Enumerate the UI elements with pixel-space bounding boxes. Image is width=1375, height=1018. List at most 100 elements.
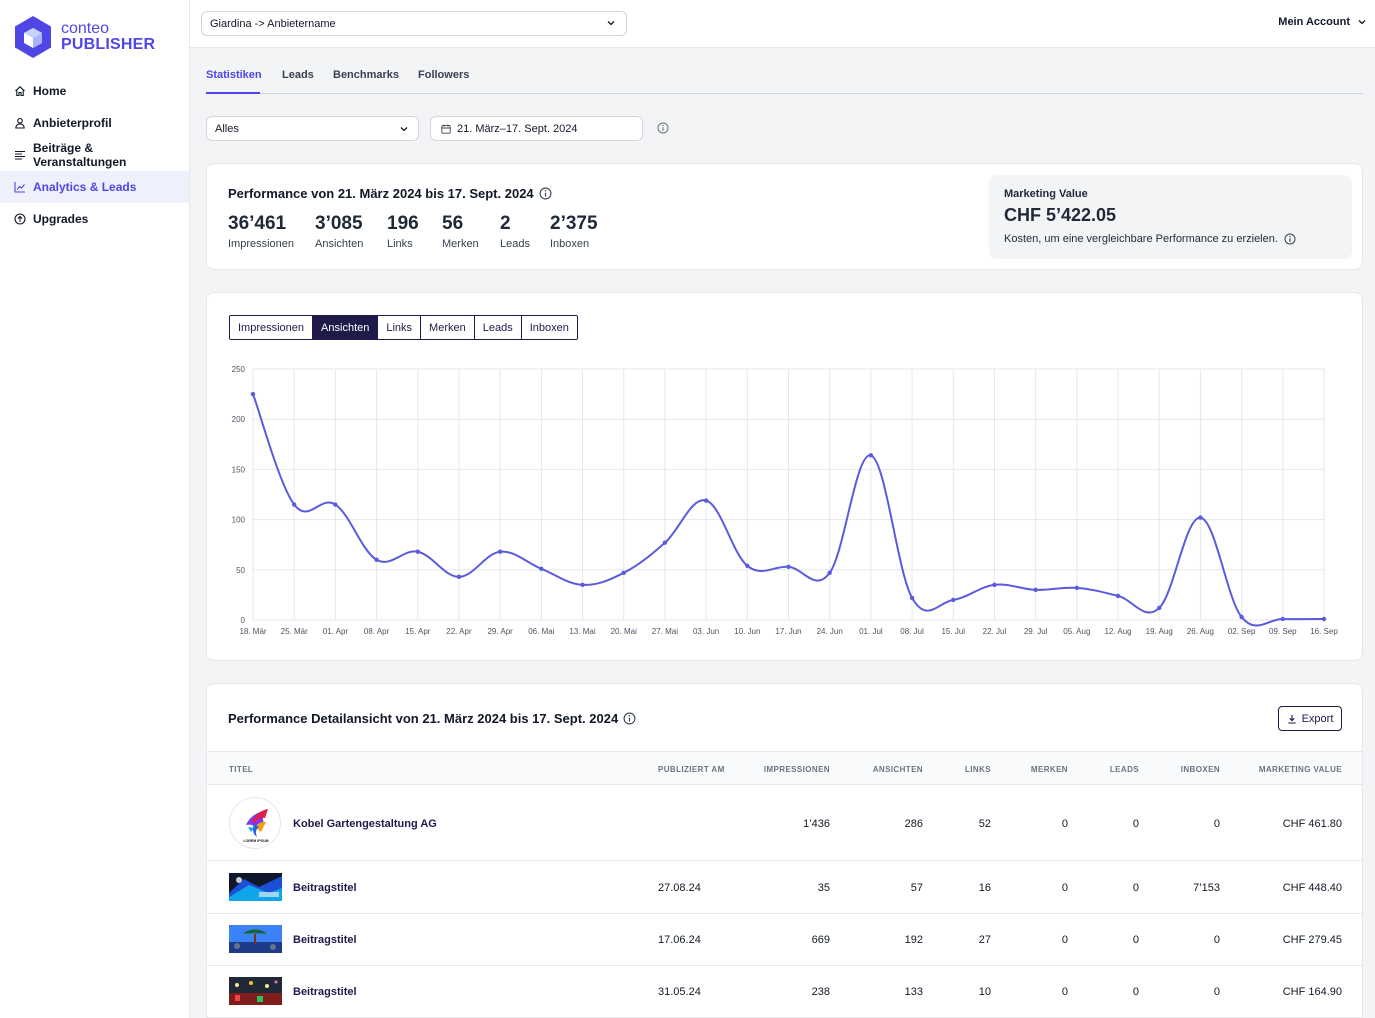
type-filter-select[interactable]: Alles [206, 116, 419, 141]
sidebar-item-home[interactable]: Home [0, 75, 189, 107]
table-row[interactable]: Beitragstitel 31.05.24 238 133 10 0 0 0 … [207, 966, 1362, 1018]
metric-tab-leads[interactable]: Leads [474, 316, 522, 339]
metric-tab-inboxen[interactable]: Inboxen [521, 316, 577, 339]
column-header-merken[interactable]: MERKEN [1030, 765, 1068, 774]
stat-inboxen: 2’375 Inboxen [550, 212, 598, 250]
column-header-impressionen[interactable]: IMPRESSIONEN [763, 765, 830, 774]
row-title[interactable]: Beitragstitel [293, 934, 357, 946]
x-tick-label: 27. Mai [652, 627, 678, 636]
table-row[interactable]: Beitragstitel 27.08.24 35 57 16 0 0 7’15… [207, 862, 1362, 914]
row-marketing-value: CHF 279.45 [1282, 934, 1342, 946]
chevron-down-icon [400, 127, 408, 132]
conteo-publisher-logo[interactable]: conteo PUBLISHER [14, 15, 184, 59]
info-icon[interactable] [623, 712, 636, 725]
type-filter-value: Alles [215, 122, 239, 135]
info-icon[interactable] [539, 187, 552, 200]
sidebar-item-upgrades[interactable]: Upgrades [0, 203, 189, 235]
views-series-line [252, 393, 1325, 627]
date-range-input[interactable]: 21. März–17. Sept. 2024 [430, 116, 643, 141]
column-header-publiziert[interactable]: PUBLIZIERT AM [658, 765, 725, 774]
stat-label: Links [387, 238, 413, 250]
performance-title-text: Performance von 21. März 2024 bis 17. Se… [228, 186, 534, 201]
column-header-links[interactable]: LINKS [965, 765, 991, 774]
provider-select[interactable]: Giardina -> Anbietername [201, 11, 627, 36]
tab-benchmarks[interactable]: Benchmarks [333, 69, 400, 81]
row-links: 27 [978, 934, 991, 946]
top-bar: Giardina -> Anbietername Mein Account [190, 0, 1375, 48]
info-icon[interactable] [1284, 233, 1296, 245]
views-line-chart: 0 50 100 150 200 250 18. Mär 25. Mär 01. Apr 08. … [232, 365, 1339, 636]
x-tick-label: 01. Jul [859, 627, 883, 636]
row-saves: 0 [1061, 882, 1068, 894]
x-tick-label: 01. Apr [323, 627, 349, 636]
data-point [786, 564, 791, 569]
row-marketing-value: CHF 164.90 [1282, 986, 1342, 998]
data-point [1321, 616, 1327, 622]
sidebar-item-label: Analytics & Leads [33, 180, 137, 194]
column-header-leads[interactable]: LEADS [1109, 765, 1139, 774]
stat-value: 56 [442, 213, 464, 234]
post-thumbnail-image [229, 925, 282, 953]
marketing-value-note-text: Kosten, um eine vergleichbare Performanc… [1004, 233, 1278, 245]
row-inboxes: 0 [1213, 934, 1220, 946]
stat-label: Inboxen [550, 238, 590, 250]
row-impressions: 35 [817, 882, 830, 894]
data-point [497, 549, 503, 554]
x-tick-label: 22. Apr [446, 627, 472, 636]
x-tick-label: 08. Jul [900, 627, 924, 636]
metric-tab-merken[interactable]: Merken [421, 316, 475, 339]
chart-card: Impressionen Ansichten Links Merken Lead… [206, 292, 1363, 661]
x-tick-label: 29. Apr [487, 627, 513, 636]
stat-label: Merken [442, 238, 479, 250]
row-title[interactable]: Kobel Gartengestaltung AG [293, 818, 437, 830]
x-tick-label: 26. Aug [1187, 627, 1214, 636]
provider-select-value: Giardina -> Anbietername [210, 17, 336, 30]
export-button[interactable]: Export [1278, 706, 1342, 731]
sidebar-item-anbieterprofil[interactable]: Anbieterprofil [0, 107, 189, 139]
data-point [456, 574, 462, 580]
provider-logo-caption: LOREM IPSUM [243, 839, 268, 843]
stat-ansichten: 3’085 Ansichten [315, 212, 363, 250]
row-views: 286 [904, 818, 923, 830]
tab-followers[interactable]: Followers [418, 69, 470, 81]
data-point [1033, 587, 1038, 593]
x-tick-label: 02. Sep [1228, 627, 1256, 636]
account-menu[interactable]: Mein Account [1278, 16, 1367, 28]
column-header-ansichten[interactable]: ANSICHTEN [872, 765, 923, 774]
user-icon [14, 117, 26, 129]
sidebar-item-analytics-leads[interactable]: Analytics & Leads [0, 171, 189, 203]
x-tick-label: 12. Aug [1104, 627, 1131, 636]
detail-title: Performance Detailansicht von 21. März 2… [228, 711, 636, 726]
row-leads: 0 [1132, 986, 1139, 998]
data-point [621, 570, 626, 576]
table-row[interactable]: Beitragstitel 17.06.24 669 192 27 0 0 0 … [207, 914, 1362, 966]
detail-title-text: Performance Detailansicht von 21. März 2… [228, 711, 619, 726]
sidebar: conteo PUBLISHER Home Anbieterprofil Bei… [0, 0, 190, 1018]
metric-tab-ansichten[interactable]: Ansichten [313, 316, 379, 339]
metric-tab-impressionen[interactable]: Impressionen [230, 316, 314, 339]
metric-tab-links[interactable]: Links [378, 316, 422, 339]
stat-value: 196 [387, 213, 419, 234]
x-tick-label: 15. Apr [405, 627, 431, 636]
data-point [827, 570, 832, 576]
data-point [1074, 585, 1080, 591]
column-header-inboxen[interactable]: INBOXEN [1180, 765, 1220, 774]
column-header-titel[interactable]: TITEL [229, 765, 254, 774]
row-title[interactable]: Beitragstitel [293, 882, 357, 894]
table-row[interactable]: LOREM IPSUM Kobel Gartengestaltung AG 1’… [207, 785, 1362, 861]
sidebar-item-beitraege[interactable]: Beiträge & Veranstaltungen [0, 139, 189, 171]
y-tick-label: 200 [232, 415, 246, 424]
data-point [951, 597, 956, 603]
tab-statistiken[interactable]: Statistiken [206, 69, 262, 81]
column-header-marketing-value[interactable]: MARKETING VALUE [1258, 765, 1342, 774]
x-tick-label: 09. Sep [1269, 627, 1297, 636]
info-icon[interactable] [657, 122, 669, 134]
row-title[interactable]: Beitragstitel [293, 986, 357, 998]
tab-leads[interactable]: Leads [282, 69, 314, 81]
row-inboxes: 0 [1213, 818, 1220, 830]
data-point [539, 566, 544, 571]
row-date: 31.05.24 [658, 986, 701, 998]
performance-title: Performance von 21. März 2024 bis 17. Se… [228, 186, 552, 201]
active-tab-indicator [206, 92, 260, 94]
row-marketing-value: CHF 448.40 [1282, 882, 1342, 894]
